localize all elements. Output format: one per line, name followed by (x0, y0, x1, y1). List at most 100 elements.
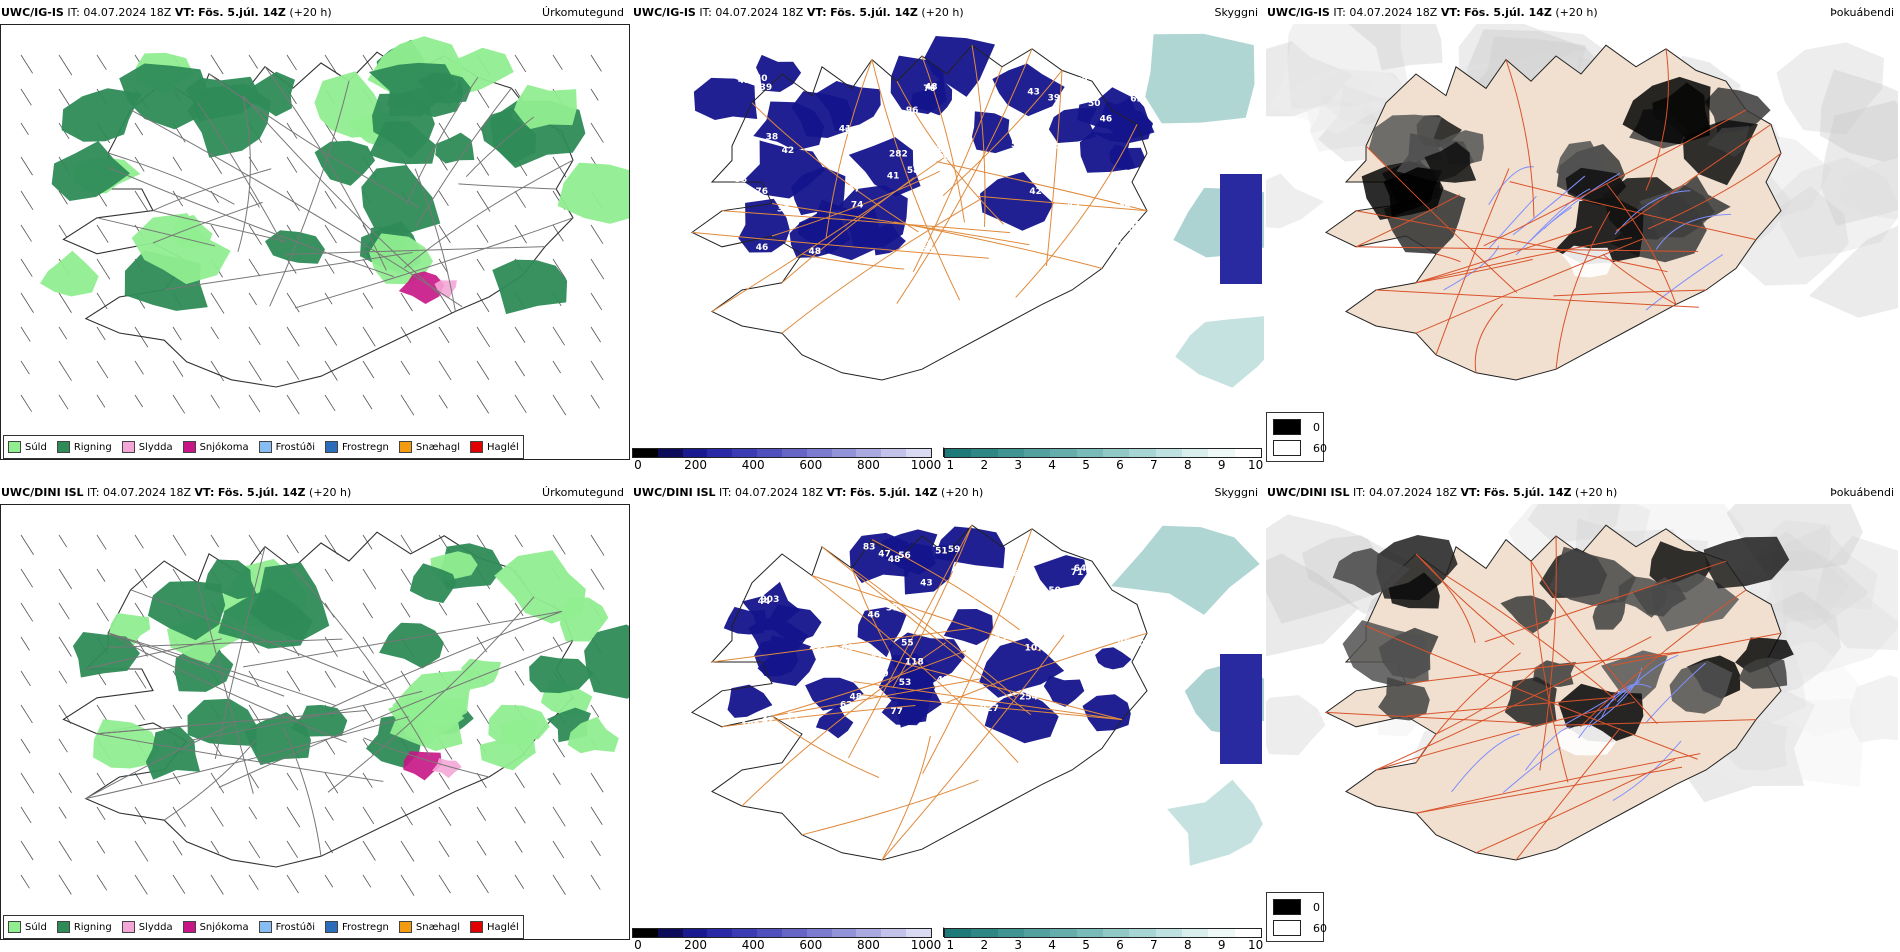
fog-area (1424, 141, 1477, 183)
road-line (130, 589, 387, 690)
road-line (218, 639, 574, 788)
visibility-area (1175, 316, 1264, 388)
wind-barb (96, 534, 107, 550)
wind-barb (210, 394, 220, 409)
visibility-areas (1145, 33, 1264, 388)
fog-area (1376, 535, 1458, 601)
wind-barb (514, 602, 524, 617)
wind-barb (20, 54, 33, 74)
road-line (871, 539, 1020, 631)
fog-area (1383, 167, 1443, 217)
cloud-height-label: 42 (1029, 187, 1042, 197)
legend-swatch (325, 921, 338, 933)
wind-barb (552, 360, 562, 374)
cloud-height-label: 77 (787, 712, 800, 722)
road-line (801, 253, 905, 270)
fog-legend: 0 60 (1266, 892, 1327, 942)
colorbar-cell (1129, 929, 1156, 937)
cloud-map[interactable]: 44 37 42 48 38 48 60 40 47 34 50 45 38 39 40 36 40 41 46 63… (632, 24, 1264, 444)
precip-area (387, 697, 465, 745)
wind-barb (248, 292, 257, 306)
precip-area (248, 71, 295, 117)
fog-map[interactable] (1266, 24, 1898, 444)
wind-barb (324, 292, 333, 305)
legend-swatch (121, 441, 135, 453)
precip-map[interactable]: Súld Rigning Slydda Snjókoma Frostúði Fr… (0, 24, 630, 460)
road-line (1405, 651, 1679, 685)
wind-barb (286, 258, 297, 274)
wind-barb (514, 670, 525, 686)
wind-barb (248, 534, 262, 555)
road-line (1435, 168, 1510, 355)
road-line (1415, 237, 1632, 284)
fog-area (1669, 660, 1733, 714)
colorbar-cell (1023, 929, 1051, 937)
wind-barb (172, 534, 187, 556)
fog-haze (1759, 526, 1878, 615)
wind-barb (324, 326, 338, 346)
cloud-base-area (1082, 694, 1131, 732)
road-line (936, 161, 1148, 212)
wind-barb (400, 874, 415, 896)
precip-area (40, 250, 99, 297)
road-line (912, 66, 1003, 272)
road-line (96, 217, 216, 247)
colorbar-cells (944, 448, 1262, 458)
road-line (237, 95, 251, 252)
wind-barb (210, 806, 224, 827)
panel-title: Skyggni (1214, 6, 1258, 19)
tick-label: 6 (1116, 458, 1124, 472)
road-line (130, 109, 463, 308)
wind-barb (96, 806, 106, 821)
cloud-height-label: 83 (863, 543, 876, 553)
wind-barb (172, 360, 184, 377)
precip-map[interactable]: Súld Rigning Slydda Snjókoma Frostúði Fr… (0, 504, 630, 940)
colorbar-cell (971, 929, 998, 937)
road-line (711, 627, 974, 663)
wind-barb (96, 840, 106, 854)
panel-header: UWC/DINI ISL IT: 04.07.2024 18Z VT: Fös.… (633, 484, 1260, 502)
wind-barb (552, 772, 561, 785)
road-line (295, 217, 574, 309)
wind-barb (134, 122, 144, 136)
cloud-height-label: 42 (952, 565, 965, 575)
legend-item: Súld (8, 921, 47, 933)
fog-map[interactable] (1266, 504, 1898, 924)
cloud-height-label: 51 (935, 153, 948, 163)
wind-barb (172, 840, 183, 856)
wind-barb (248, 224, 262, 246)
road-line (403, 159, 574, 269)
tick-label: 1000 (910, 458, 942, 472)
cloud-height-label: 44 (758, 597, 771, 607)
precip-type-panel: UWC/DINI ISL IT: 04.07.2024 18Z VT: Fös.… (0, 480, 630, 950)
cloud-height-label: 63 (953, 566, 966, 576)
cloud-base-area (1109, 144, 1145, 170)
wind-barb (590, 258, 605, 280)
wind-barb (248, 190, 260, 208)
wind-barb (552, 534, 566, 555)
road-line (1355, 210, 1668, 273)
cloud-base-area (723, 606, 767, 635)
wind-barb (20, 292, 34, 313)
cloud-base-area (1048, 107, 1097, 143)
cloud-height-label: 50 (755, 74, 768, 84)
wind-barb (324, 636, 338, 657)
wind-barb (552, 874, 566, 895)
cloud-height-label: 41 (839, 124, 852, 134)
cloud-map[interactable]: 63 41 50 47 77 46 39 58 43 46 43 42 53 83 65 56 51 42 48 47… (632, 504, 1264, 924)
cloud-height-label: 48 (925, 83, 938, 93)
colorbar-cell (1181, 929, 1209, 937)
precip-map-svg (20, 531, 629, 896)
road-line (1325, 711, 1530, 724)
road-line (1645, 48, 1669, 191)
cloud-height-label: 118 (905, 657, 924, 667)
fog-map-svg (1266, 504, 1898, 861)
cloud-height-label: 47 (870, 653, 883, 663)
fog-haze (1819, 69, 1898, 162)
wind-barb (324, 258, 335, 274)
colorbar-cell (1050, 449, 1077, 457)
wind-barb (438, 360, 452, 381)
road-line (1415, 258, 1533, 284)
wind-barb (438, 122, 452, 142)
